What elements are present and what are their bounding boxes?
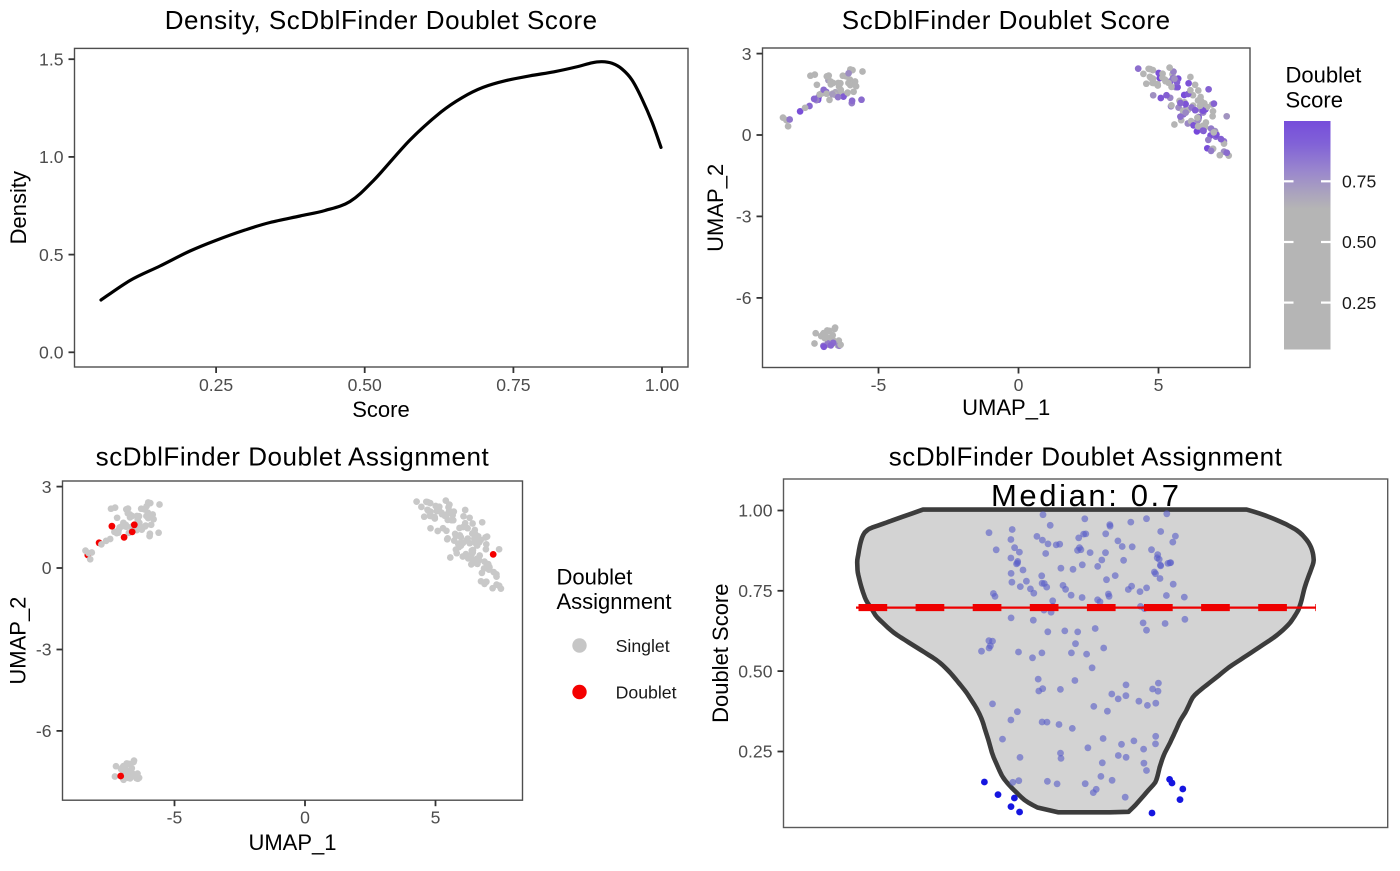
svg-text:Density, ScDblFinder Doublet S: Density, ScDblFinder Doublet Score xyxy=(165,5,598,35)
svg-text:1.0: 1.0 xyxy=(39,147,64,167)
svg-text:UMAP_1: UMAP_1 xyxy=(248,830,336,855)
svg-text:Doublet: Doublet xyxy=(1286,63,1362,88)
svg-text:Median: 0.7: Median: 0.7 xyxy=(991,478,1182,513)
svg-text:0.25: 0.25 xyxy=(738,742,772,762)
svg-text:Score: Score xyxy=(352,397,409,422)
svg-text:5: 5 xyxy=(1154,375,1164,395)
svg-text:3: 3 xyxy=(742,44,752,64)
svg-text:3: 3 xyxy=(42,477,52,497)
svg-text:1.00: 1.00 xyxy=(738,501,772,521)
svg-text:0.0: 0.0 xyxy=(39,343,64,363)
svg-text:UMAP_2: UMAP_2 xyxy=(6,597,31,685)
svg-text:Density: Density xyxy=(6,171,31,244)
svg-text:0.50: 0.50 xyxy=(738,661,772,681)
svg-text:-3: -3 xyxy=(36,640,52,660)
svg-text:-6: -6 xyxy=(36,721,52,741)
svg-text:Doublet: Doublet xyxy=(557,564,633,589)
svg-text:1.00: 1.00 xyxy=(645,375,679,395)
svg-text:Singlet: Singlet xyxy=(616,636,670,656)
svg-text:scDblFinder Doublet Assignment: scDblFinder Doublet Assignment xyxy=(96,442,490,472)
svg-text:Assignment: Assignment xyxy=(557,589,672,614)
svg-text:0.25: 0.25 xyxy=(1342,293,1376,313)
svg-text:0.50: 0.50 xyxy=(1342,232,1376,252)
svg-text:Score: Score xyxy=(1286,88,1343,113)
svg-text:0: 0 xyxy=(1014,375,1024,395)
svg-text:UMAP_2: UMAP_2 xyxy=(703,164,728,252)
svg-text:1.5: 1.5 xyxy=(39,49,64,69)
svg-text:UMAP_1: UMAP_1 xyxy=(962,395,1050,420)
svg-text:-3: -3 xyxy=(736,207,752,227)
svg-text:scDblFinder Doublet Assignment: scDblFinder Doublet Assignment xyxy=(889,442,1283,472)
svg-text:Doublet Score: Doublet Score xyxy=(708,583,733,722)
svg-text:0.5: 0.5 xyxy=(39,245,64,265)
svg-text:-5: -5 xyxy=(871,375,887,395)
svg-text:0.25: 0.25 xyxy=(199,375,233,395)
svg-text:-6: -6 xyxy=(736,288,752,308)
svg-text:-5: -5 xyxy=(167,808,183,828)
svg-text:0: 0 xyxy=(742,125,752,145)
svg-text:0: 0 xyxy=(300,808,310,828)
svg-text:Doublet: Doublet xyxy=(616,683,677,703)
svg-text:ScDblFinder Doublet Score: ScDblFinder Doublet Score xyxy=(842,5,1171,35)
svg-text:5: 5 xyxy=(431,808,441,828)
svg-text:0.75: 0.75 xyxy=(1342,172,1376,192)
svg-text:0.75: 0.75 xyxy=(738,581,772,601)
svg-text:0.75: 0.75 xyxy=(496,375,530,395)
svg-text:0.50: 0.50 xyxy=(348,375,382,395)
svg-text:0: 0 xyxy=(42,558,52,578)
